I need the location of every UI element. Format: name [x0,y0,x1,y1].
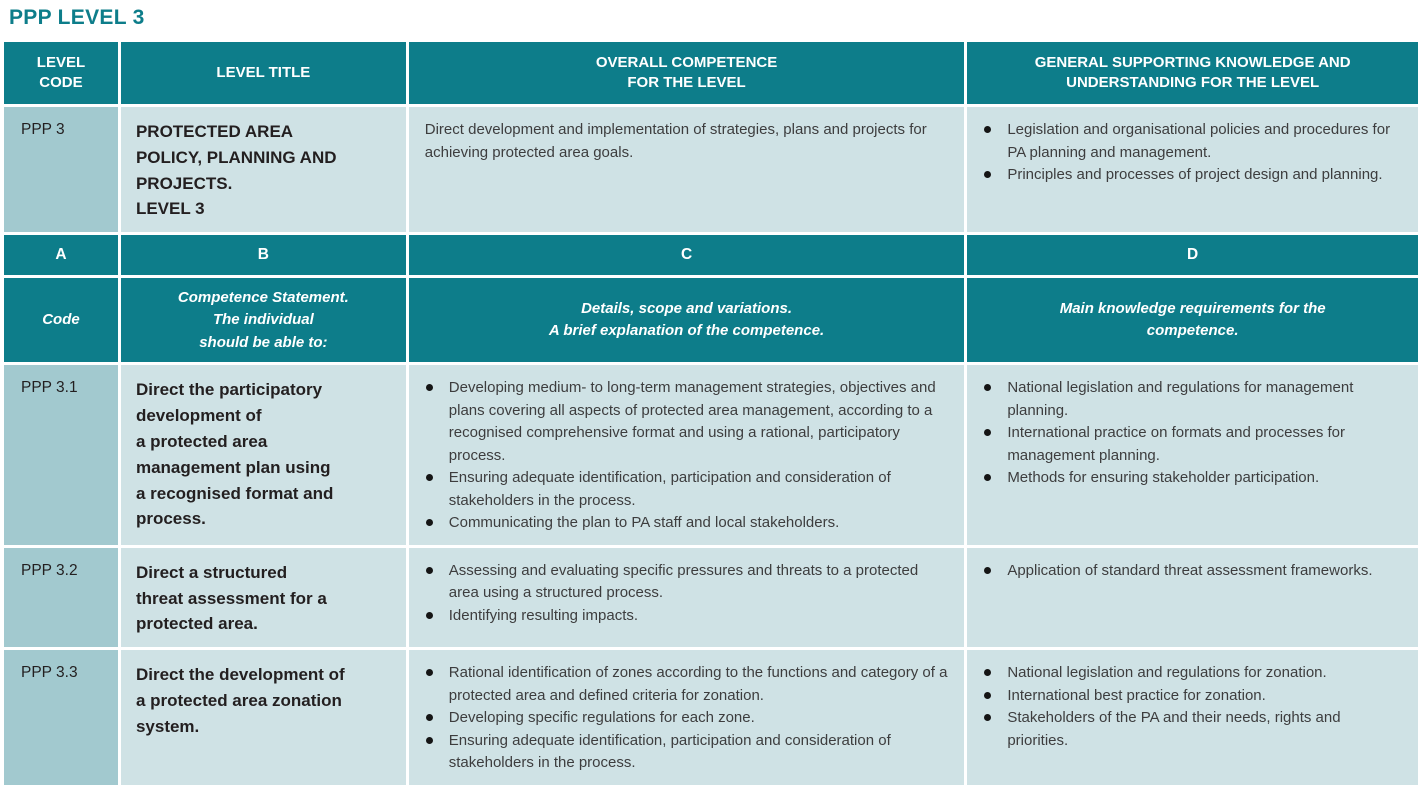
bullet-item: Ensuring adequate identification, partic… [423,730,951,775]
bullet-item: Developing medium- to long-term manageme… [423,377,951,467]
row-details-cell: Developing medium- to long-term manageme… [408,365,965,545]
sub-header-code: Code [4,278,118,363]
knowledge-list: Application of standard threat assessmen… [981,560,1404,583]
knowledge-list: National legislation and regulations for… [981,662,1404,752]
sub-header-details: Details, scope and variations. A brief e… [408,278,965,363]
row-knowledge-cell: National legislation and regulations for… [967,650,1418,785]
bullet-item: Methods for ensuring stakeholder partici… [981,467,1404,490]
bullet-item: Developing specific regulations for each… [423,707,951,730]
row-code-cell: PPP 3.1 [4,365,118,545]
overall-competence-text: Direct development and implementation of… [424,121,927,161]
details-list: Developing medium- to long-term manageme… [423,377,951,535]
page-title: PPP LEVEL 3 [9,6,145,29]
level-knowledge-list: Legislation and organisational policies … [981,119,1404,187]
header-level-title: LEVEL TITLE [120,42,406,104]
row-details-cell: Assessing and evaluating specific pressu… [408,547,965,648]
sub-header-knowledge: Main knowledge requirements for the comp… [967,278,1418,363]
row-knowledge-cell: National legislation and regulations for… [967,365,1418,545]
bullet-item: Legislation and organisational policies … [981,119,1404,164]
bullet-item: Assessing and evaluating specific pressu… [423,560,951,605]
bullet-item: Stakeholders of the PA and their needs, … [981,707,1404,752]
row-knowledge-cell: Application of standard threat assessmen… [967,547,1418,648]
column-letter-a: A [4,235,118,276]
level-summary-row: PPP 3 PROTECTED AREA POLICY, PLANNING AN… [4,107,1418,233]
bullet-item: Ensuring adequate identification, partic… [423,467,951,512]
level-overall-competence-cell: Direct development and implementation of… [408,107,965,233]
competence-row-ppp-3-3: PPP 3.3 Direct the development of a prot… [4,650,1418,785]
details-list: Assessing and evaluating specific pressu… [423,560,951,628]
level-knowledge-cell: Legislation and organisational policies … [967,107,1418,233]
row-statement-cell: Direct the participatory development of … [120,365,406,545]
column-letter-b: B [120,235,406,276]
competence-framework-table: LEVEL CODE LEVEL TITLE OVERALL COMPETENC… [1,39,1421,786]
table-header-row: LEVEL CODE LEVEL TITLE OVERALL COMPETENC… [4,42,1418,104]
row-details-cell: Rational identification of zones accordi… [408,650,965,785]
header-general-knowledge: GENERAL SUPPORTING KNOWLEDGE AND UNDERST… [967,42,1418,104]
bullet-item: National legislation and regulations for… [981,662,1404,685]
details-list: Rational identification of zones accordi… [423,662,951,775]
column-letter-d: D [967,235,1418,276]
competence-row-ppp-3-1: PPP 3.1 Direct the participatory develop… [4,365,1418,545]
bullet-item: Application of standard threat assessmen… [981,560,1404,583]
bullet-item: International best practice for zonation… [981,685,1404,708]
bullet-item: Principles and processes of project desi… [981,164,1404,187]
row-statement-cell: Direct a structured threat assessment fo… [120,547,406,648]
row-statement-cell: Direct the development of a protected ar… [120,650,406,785]
sub-header-row: Code Competence Statement. The individua… [4,278,1418,363]
bullet-item: Identifying resulting impacts. [423,605,951,628]
bullet-item: National legislation and regulations for… [981,377,1404,422]
row-code-cell: PPP 3.3 [4,650,118,785]
bullet-item: International practice on formats and pr… [981,422,1404,467]
column-letter-c: C [408,235,965,276]
header-overall-competence: OVERALL COMPETENCE FOR THE LEVEL [408,42,965,104]
column-letters-row: A B C D [4,235,1418,276]
sub-header-statement: Competence Statement. The individual sho… [120,278,406,363]
bullet-item: Rational identification of zones accordi… [423,662,951,707]
bullet-item: Communicating the plan to PA staff and l… [423,512,951,535]
level-title-cell: PROTECTED AREA POLICY, PLANNING AND PROJ… [120,107,406,233]
header-level-code: LEVEL CODE [4,42,118,104]
knowledge-list: National legislation and regulations for… [981,377,1404,490]
level-code-cell: PPP 3 [4,107,118,233]
competence-row-ppp-3-2: PPP 3.2 Direct a structured threat asses… [4,547,1418,648]
row-code-cell: PPP 3.2 [4,547,118,648]
